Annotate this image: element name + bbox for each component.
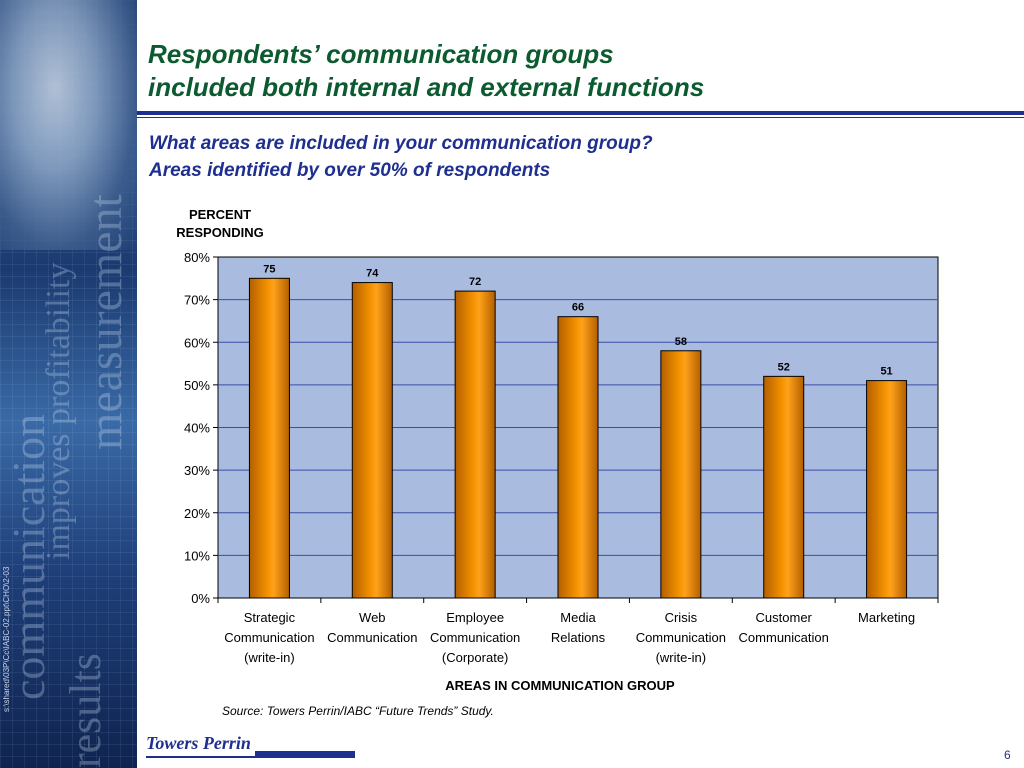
y-tick-label: 0% [191,591,210,606]
business-people-photo [0,0,137,250]
slide-title-line: included both internal and external func… [148,72,705,102]
file-path-text: s:\shared\03P\Cc\IABC-02.ppt\CHO\2-03 [2,566,11,712]
bar [248,277,290,599]
bar [866,380,908,599]
source-note: Source: Towers Perrin/IABC “Future Trend… [222,704,494,718]
y-axis-label-line: RESPONDING [176,225,264,240]
x-tick-label: Communication [739,630,829,645]
bar [660,350,702,599]
y-axis-label: PERCENT RESPONDING [160,206,280,242]
chart-question-line: Areas identified by over 50% of responde… [149,160,551,181]
bar-data-label: 72 [469,276,481,288]
x-tick-label: Communication [430,630,520,645]
y-tick-label: 70% [184,293,210,308]
x-tick-label: Customer [756,610,813,625]
y-tick-label: 40% [184,421,210,436]
bar-data-label: 52 [778,361,790,373]
bar [351,282,393,599]
decorative-side-panel: communication improves profitability mea… [0,0,137,768]
x-tick-label: (write-in) [656,650,707,665]
x-tick-label: Employee [446,610,504,625]
x-tick-label: Web [359,610,386,625]
bar [454,290,496,599]
chart-question-line: What areas are included in your communic… [149,133,653,154]
chart-question: What areas are included in your communic… [149,130,653,184]
title-rule-thick [137,111,1024,115]
y-tick-label: 50% [184,378,210,393]
bar-data-label: 66 [572,302,584,314]
slide-title: Respondents’ communication groups includ… [148,38,704,104]
side-panel-decorative-lettering: results [61,653,110,768]
x-tick-label: Communication [224,630,314,645]
logo-bar [255,751,355,758]
bar-data-label: 75 [263,263,275,275]
bar-data-label: 58 [675,336,687,348]
x-tick-label: Media [560,610,596,625]
y-tick-label: 60% [184,335,210,350]
y-axis-label-line: PERCENT [188,207,252,222]
bar-data-label: 51 [880,366,892,378]
page-number: 6 [1004,748,1011,762]
bar-chart: 0% 10% 20% 30% 40% 50% 60% 70% 80% 75 Strategic Com… [184,250,939,665]
x-tick-label: (Corporate) [442,650,508,665]
bar [557,316,599,599]
x-tick-label: Communication [327,630,417,645]
logo-underline [146,756,354,758]
x-axis-label: AREAS IN COMMUNICATION GROUP [445,678,675,693]
y-tick-label: 30% [184,463,210,478]
title-rule-thin [137,117,1024,118]
side-panel-decorative-lettering: measurement [79,194,132,450]
y-tick-label: 10% [184,548,210,563]
y-tick-label: 80% [184,250,210,265]
company-logo: Towers Perrin [146,733,251,753]
bar-data-label: 74 [366,268,379,280]
x-tick-label: Crisis [665,610,698,625]
side-panel-decorative-lettering: improves profitability [40,262,77,560]
x-tick-label: Relations [551,630,606,645]
y-tick-label: 20% [184,506,210,521]
slide-title-line: Respondents’ communication groups [148,39,614,69]
x-tick-label: Communication [636,630,726,645]
bar [763,375,805,599]
x-tick-label: Strategic [244,610,296,625]
x-tick-label: (write-in) [244,650,295,665]
x-tick-label: Marketing [858,610,915,625]
